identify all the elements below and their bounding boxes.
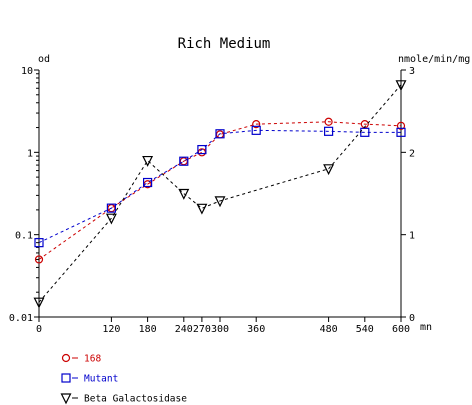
data-point xyxy=(142,155,154,167)
x-tick-label: 360 xyxy=(247,324,265,335)
x-axis-label: mn xyxy=(420,322,432,333)
data-point xyxy=(396,127,406,137)
y-left-tick-label: 1 xyxy=(27,148,33,159)
x-tick-label: 600 xyxy=(392,324,410,335)
series-line xyxy=(38,129,401,244)
y-axis-left-label: od xyxy=(38,54,50,65)
legend: 168 Mutant Beta Galactosidase xyxy=(60,353,187,405)
legend-marker xyxy=(61,353,71,363)
data-point xyxy=(215,129,225,139)
data-point xyxy=(105,213,117,225)
x-ticks: 0 120 180 240 270 300 360 480 540 600 xyxy=(36,317,410,335)
data-point xyxy=(324,126,334,136)
x-tick-label: 480 xyxy=(320,324,338,335)
data-point xyxy=(251,125,261,135)
legend-marker xyxy=(60,393,72,405)
series-layer xyxy=(33,80,407,309)
data-point xyxy=(395,80,407,92)
data-point xyxy=(143,177,153,188)
x-tick-label: 240 xyxy=(175,324,193,335)
data-point xyxy=(252,120,261,129)
data-point xyxy=(178,188,190,200)
series-2 xyxy=(33,80,407,309)
y-right-tick-label: 1 xyxy=(409,231,415,242)
x-tick-label: 0 xyxy=(36,324,42,335)
data-point xyxy=(34,255,44,264)
y-left-ticks: 0.01 0.1 1 10 xyxy=(9,66,39,324)
legend-label: Beta Galactosidase xyxy=(84,394,187,405)
y-left-tick-label: 10 xyxy=(21,66,33,77)
y-right-tick-label: 3 xyxy=(409,66,415,77)
series-line xyxy=(38,84,402,303)
series-line xyxy=(38,121,402,260)
data-point xyxy=(360,127,370,137)
y-right-tick-label: 0 xyxy=(409,313,415,324)
series-1 xyxy=(34,125,406,248)
data-point xyxy=(324,117,333,126)
x-tick-label: 540 xyxy=(356,324,374,335)
legend-item: Beta Galactosidase xyxy=(60,393,187,405)
data-point xyxy=(106,203,117,213)
chart-title: Rich Medium xyxy=(178,36,271,52)
data-point xyxy=(196,203,208,215)
series-0 xyxy=(34,117,406,264)
legend-label: Mutant xyxy=(84,374,118,385)
y-right-tick-label: 2 xyxy=(409,148,415,159)
data-point xyxy=(360,120,369,129)
legend-item: Mutant xyxy=(61,373,118,385)
x-tick-label: 120 xyxy=(102,324,120,335)
data-point xyxy=(33,297,45,309)
data-point xyxy=(179,156,189,166)
y-axis-right-label: nmole/min/mg xyxy=(398,54,470,65)
legend-label: 168 xyxy=(84,354,101,365)
x-tick-label: 180 xyxy=(139,324,157,335)
y-left-tick-label: 0.01 xyxy=(9,313,33,324)
legend-marker xyxy=(61,373,71,383)
x-tick-label: 300 xyxy=(211,324,229,335)
data-point xyxy=(34,238,44,248)
legend-item: 168 xyxy=(61,353,101,365)
data-point xyxy=(214,196,226,208)
y-left-tick-label: 0.1 xyxy=(15,231,33,242)
data-point xyxy=(197,144,207,155)
y-right-ticks: 0 1 2 3 xyxy=(401,66,415,324)
data-point xyxy=(396,121,406,130)
data-point xyxy=(323,164,335,176)
x-tick-label: 270 xyxy=(193,324,211,335)
